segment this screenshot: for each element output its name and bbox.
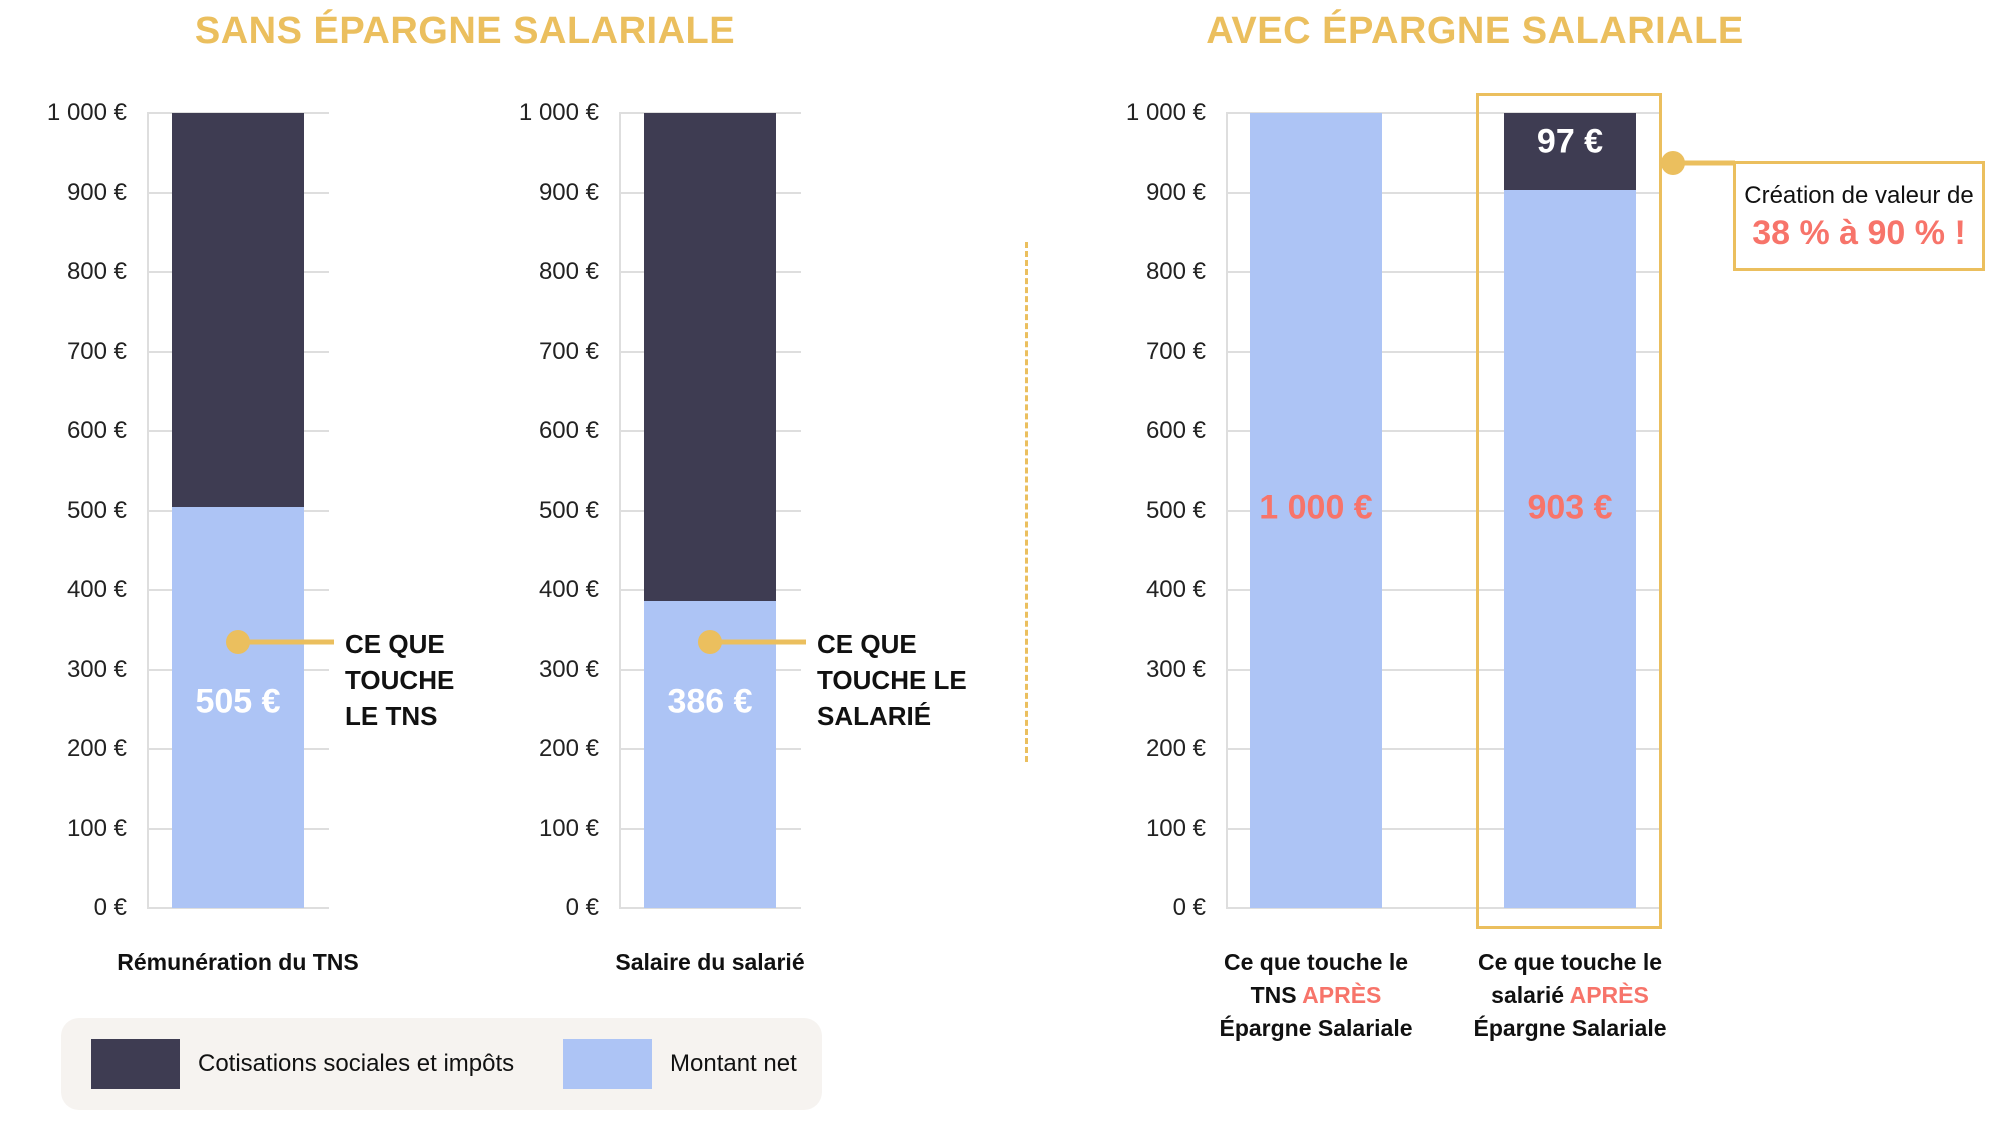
y-tick-label: 300 € [1145, 655, 1206, 683]
title-right: AVEC ÉPARGNE SALARIALE [1206, 10, 1744, 52]
highlight-box [1476, 93, 1662, 929]
bar-net [1504, 190, 1636, 908]
legend-swatch-cotisations [91, 1039, 180, 1089]
cat-line2a: TNS [1250, 982, 1303, 1008]
y-tick-label: 800 € [66, 258, 127, 285]
bar-tax [644, 113, 776, 602]
y-tick-label: 600 € [66, 417, 127, 444]
y-tick-label: 500 € [1145, 496, 1206, 524]
y-tick-label: 0 € [93, 894, 127, 921]
y-tick-label: 600 € [1145, 417, 1206, 444]
y-tick-label: 100 € [66, 814, 127, 842]
annotation-line [238, 639, 334, 645]
y-tick-label: 400 € [66, 576, 127, 603]
data-label-tax: 97 € [1536, 122, 1604, 161]
y-tick-label: 300 € [538, 655, 599, 683]
cat-line2b: APRÈS [1569, 982, 1649, 1008]
y-tick-label: 900 € [538, 178, 599, 206]
data-label-net: 1 000 € [1259, 488, 1373, 527]
gridline [1226, 112, 1660, 114]
y-tick-label: 900 € [1145, 178, 1206, 206]
y-tick-label: 100 € [1145, 814, 1206, 842]
category-label: Ce que touche le salarié APRÈS Épargne Sal… [1473, 946, 1666, 1045]
gridline [1226, 191, 1660, 194]
gridline [1226, 350, 1660, 353]
gridline [147, 907, 329, 909]
data-label-net: 505 € [195, 682, 281, 721]
annotation-line-text: TOUCHE [345, 665, 455, 695]
cat-line2b: APRÈS [1302, 982, 1382, 1008]
y-tick-label: 0 € [1172, 894, 1206, 921]
gridline [619, 907, 801, 909]
y-tick-label: 700 € [1145, 337, 1206, 365]
category-label: Rémunération du TNS [117, 949, 359, 975]
annotation-line-text: TOUCHE LE [817, 665, 967, 695]
y-tick-label: 700 € [538, 337, 599, 365]
y-axis [619, 113, 621, 908]
y-tick-label: 1 000 € [1125, 99, 1206, 126]
bar-net [1250, 113, 1382, 908]
y-tick-label: 800 € [538, 258, 599, 285]
annotation-line-text: CE QUE [345, 629, 445, 659]
y-tick-label: 500 € [538, 496, 599, 524]
category-label: Salaire du salarié [615, 949, 805, 975]
gridline [1226, 589, 1660, 591]
annotation-text: CE QUE TOUCHE LE TNS [345, 626, 454, 734]
y-tick-label: 700 € [66, 337, 127, 365]
y-tick-label: 200 € [66, 735, 127, 762]
y-tick-label: 200 € [1145, 735, 1206, 762]
cat-line1: Ce que touche le [1477, 949, 1663, 975]
y-tick-label: 400 € [538, 576, 599, 603]
y-tick-label: 100 € [538, 814, 599, 842]
legend-label-net: Montant net [670, 1050, 797, 1077]
y-tick-label: 500 € [66, 496, 127, 524]
legend-swatch-net [563, 1039, 652, 1089]
cat-line3: Épargne Salariale [1219, 1015, 1413, 1041]
callout-box: Création de valeur de 38 % à 90 % ! [1733, 161, 1985, 271]
y-tick-label: 1 000 € [46, 99, 127, 126]
bar-tax [172, 113, 304, 507]
y-tick-label: 300 € [66, 655, 127, 683]
y-tick-label: 200 € [538, 735, 599, 762]
y-tick-label: 800 € [1145, 258, 1206, 285]
divider-dashed [1025, 242, 1028, 762]
category-label: Ce que touche le TNS APRÈS Épargne Salaria… [1219, 946, 1412, 1045]
annotation-line-text: CE QUE [817, 629, 917, 659]
gridline [1226, 748, 1660, 750]
cat-line1: Ce que touche le [1223, 949, 1409, 975]
legend: Cotisations sociales et impôts Montant n… [61, 1018, 822, 1110]
y-tick-label: 400 € [1145, 576, 1206, 603]
y-tick-label: 600 € [538, 417, 599, 444]
data-label-net: 903 € [1527, 488, 1613, 527]
y-tick-label: 0 € [565, 894, 599, 921]
gridline [1226, 509, 1660, 512]
cat-line2a: salarié [1491, 982, 1570, 1008]
callout-line2: 38 % à 90 % ! [1752, 214, 1966, 252]
title-left: SANS ÉPARGNE SALARIALE [194, 10, 736, 52]
y-tick-label: 900 € [66, 178, 127, 206]
cat-line3: Épargne Salariale [1473, 1015, 1667, 1041]
y-tick-label: 1 000 € [518, 99, 599, 126]
y-axis [147, 113, 149, 908]
bar-net [172, 506, 304, 908]
legend-label-cotisations: Cotisations sociales et impôts [198, 1050, 515, 1077]
callout-line [1673, 160, 1735, 166]
annotation-line [710, 639, 806, 645]
callout-line1: Création de valeur de [1744, 182, 1974, 209]
gridline [1226, 430, 1660, 432]
gridline [1226, 668, 1660, 671]
bar-tax [1504, 113, 1636, 191]
gridline [1226, 271, 1660, 273]
y-axis [1226, 113, 1228, 908]
annotation-text: CE QUE TOUCHE LE SALARIÉ [817, 626, 967, 734]
annotation-line-text: SALARIÉ [817, 701, 932, 731]
data-label-net: 386 € [667, 682, 753, 721]
annotation-line-text: LE TNS [345, 701, 438, 731]
gridline [1226, 907, 1660, 909]
gridline [1226, 827, 1660, 830]
